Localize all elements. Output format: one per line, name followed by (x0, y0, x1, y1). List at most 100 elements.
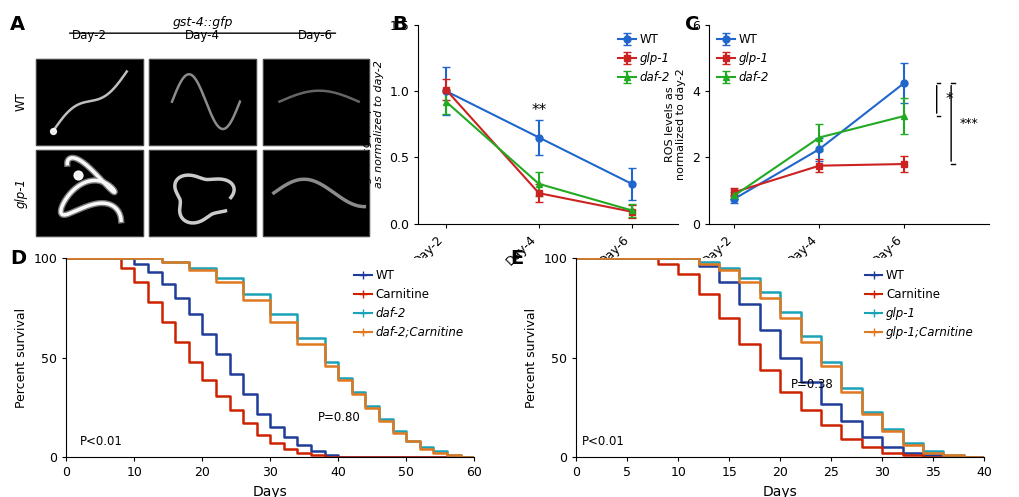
daf-2 (264, 311, 276, 317)
Carnitine (733, 315, 745, 321)
glp-1 (794, 309, 806, 315)
Carnitine (196, 359, 208, 365)
glp-1;Carnitine (916, 442, 928, 448)
daf-2 (236, 291, 249, 297)
daf-2;Carnitine (414, 438, 426, 444)
WT (977, 454, 989, 460)
Carnitine (855, 436, 867, 442)
Text: C: C (685, 15, 699, 34)
Carnitine (155, 319, 167, 325)
daf-2;Carnitine (427, 450, 439, 456)
daf-2;Carnitine (332, 377, 344, 383)
glp-1 (692, 259, 704, 265)
Bar (262, 150, 369, 236)
Line: daf-2;Carnitine: daf-2;Carnitine (66, 258, 474, 457)
Carnitine (169, 339, 181, 345)
Carnitine (733, 341, 745, 347)
daf-2 (264, 291, 276, 297)
glp-1;Carnitine (835, 389, 847, 395)
daf-2;Carnitine (128, 255, 141, 261)
daf-2 (182, 265, 195, 271)
Carnitine (182, 359, 195, 365)
glp-1;Carnitine (855, 411, 867, 416)
WT (196, 311, 208, 317)
Carnitine (753, 367, 765, 373)
Carnitine (434, 454, 446, 460)
daf-2;Carnitine (386, 418, 398, 424)
Carnitine (277, 446, 289, 452)
Carnitine (896, 450, 908, 456)
WT (773, 327, 786, 333)
daf-2 (359, 389, 371, 395)
Line: WT: WT (66, 258, 474, 457)
Carnitine (773, 367, 786, 373)
daf-2;Carnitine (318, 363, 330, 369)
WT (373, 454, 385, 460)
WT (251, 391, 263, 397)
daf-2;Carnitine (373, 405, 385, 411)
WT (936, 452, 949, 458)
daf-2;Carnitine (386, 430, 398, 436)
daf-2;Carnitine (399, 430, 412, 436)
daf-2 (440, 452, 452, 458)
glp-1 (835, 385, 847, 391)
Carnitine (60, 255, 72, 261)
Text: D: D (10, 248, 26, 267)
WT (223, 351, 235, 357)
Text: WT: WT (14, 92, 28, 111)
daf-2;Carnitine (440, 452, 452, 458)
glp-1;Carnitine (692, 261, 704, 267)
WT (359, 454, 371, 460)
Carnitine (277, 440, 289, 446)
Carnitine (814, 407, 826, 413)
Carnitine (128, 279, 141, 285)
Legend: WT, glp-1, daf-2: WT, glp-1, daf-2 (615, 31, 672, 86)
glp-1;Carnitine (814, 339, 826, 345)
daf-2 (373, 416, 385, 422)
daf-2;Carnitine (264, 319, 276, 325)
Carnitine (468, 454, 480, 460)
Carnitine (835, 436, 847, 442)
Carnitine (896, 452, 908, 458)
Carnitine (142, 299, 154, 305)
Text: Day-6: Day-6 (298, 29, 333, 42)
glp-1 (672, 255, 684, 261)
Carnitine (814, 422, 826, 428)
WT (373, 454, 385, 460)
glp-1;Carnitine (896, 442, 908, 448)
daf-2 (318, 335, 330, 341)
WT (855, 434, 867, 440)
Text: Day-4: Day-4 (184, 29, 220, 42)
glp-1;Carnitine (957, 454, 969, 460)
glp-1;Carnitine (794, 315, 806, 321)
WT (264, 411, 276, 416)
daf-2;Carnitine (60, 255, 72, 261)
glp-1 (753, 275, 765, 281)
WT (936, 454, 949, 460)
glp-1;Carnitine (794, 339, 806, 345)
Carnitine (753, 341, 765, 347)
WT (264, 424, 276, 430)
Carnitine (977, 454, 989, 460)
Line: Carnitine: Carnitine (576, 258, 983, 457)
Line: glp-1;Carnitine: glp-1;Carnitine (576, 258, 983, 457)
Carnitine (223, 407, 235, 413)
X-axis label: Days: Days (762, 485, 797, 497)
WT (794, 355, 806, 361)
WT (733, 279, 745, 285)
daf-2 (345, 389, 358, 395)
glp-1;Carnitine (936, 450, 949, 456)
Carnitine (957, 454, 969, 460)
glp-1 (835, 359, 847, 365)
glp-1;Carnitine (875, 411, 888, 416)
daf-2 (454, 454, 467, 460)
Carnitine (875, 450, 888, 456)
Bar (149, 59, 256, 145)
WT (386, 454, 398, 460)
daf-2;Carnitine (345, 391, 358, 397)
daf-2;Carnitine (155, 259, 167, 265)
glp-1 (957, 454, 969, 460)
Carnitine (386, 454, 398, 460)
Carnitine (251, 432, 263, 438)
Carnitine (399, 454, 412, 460)
